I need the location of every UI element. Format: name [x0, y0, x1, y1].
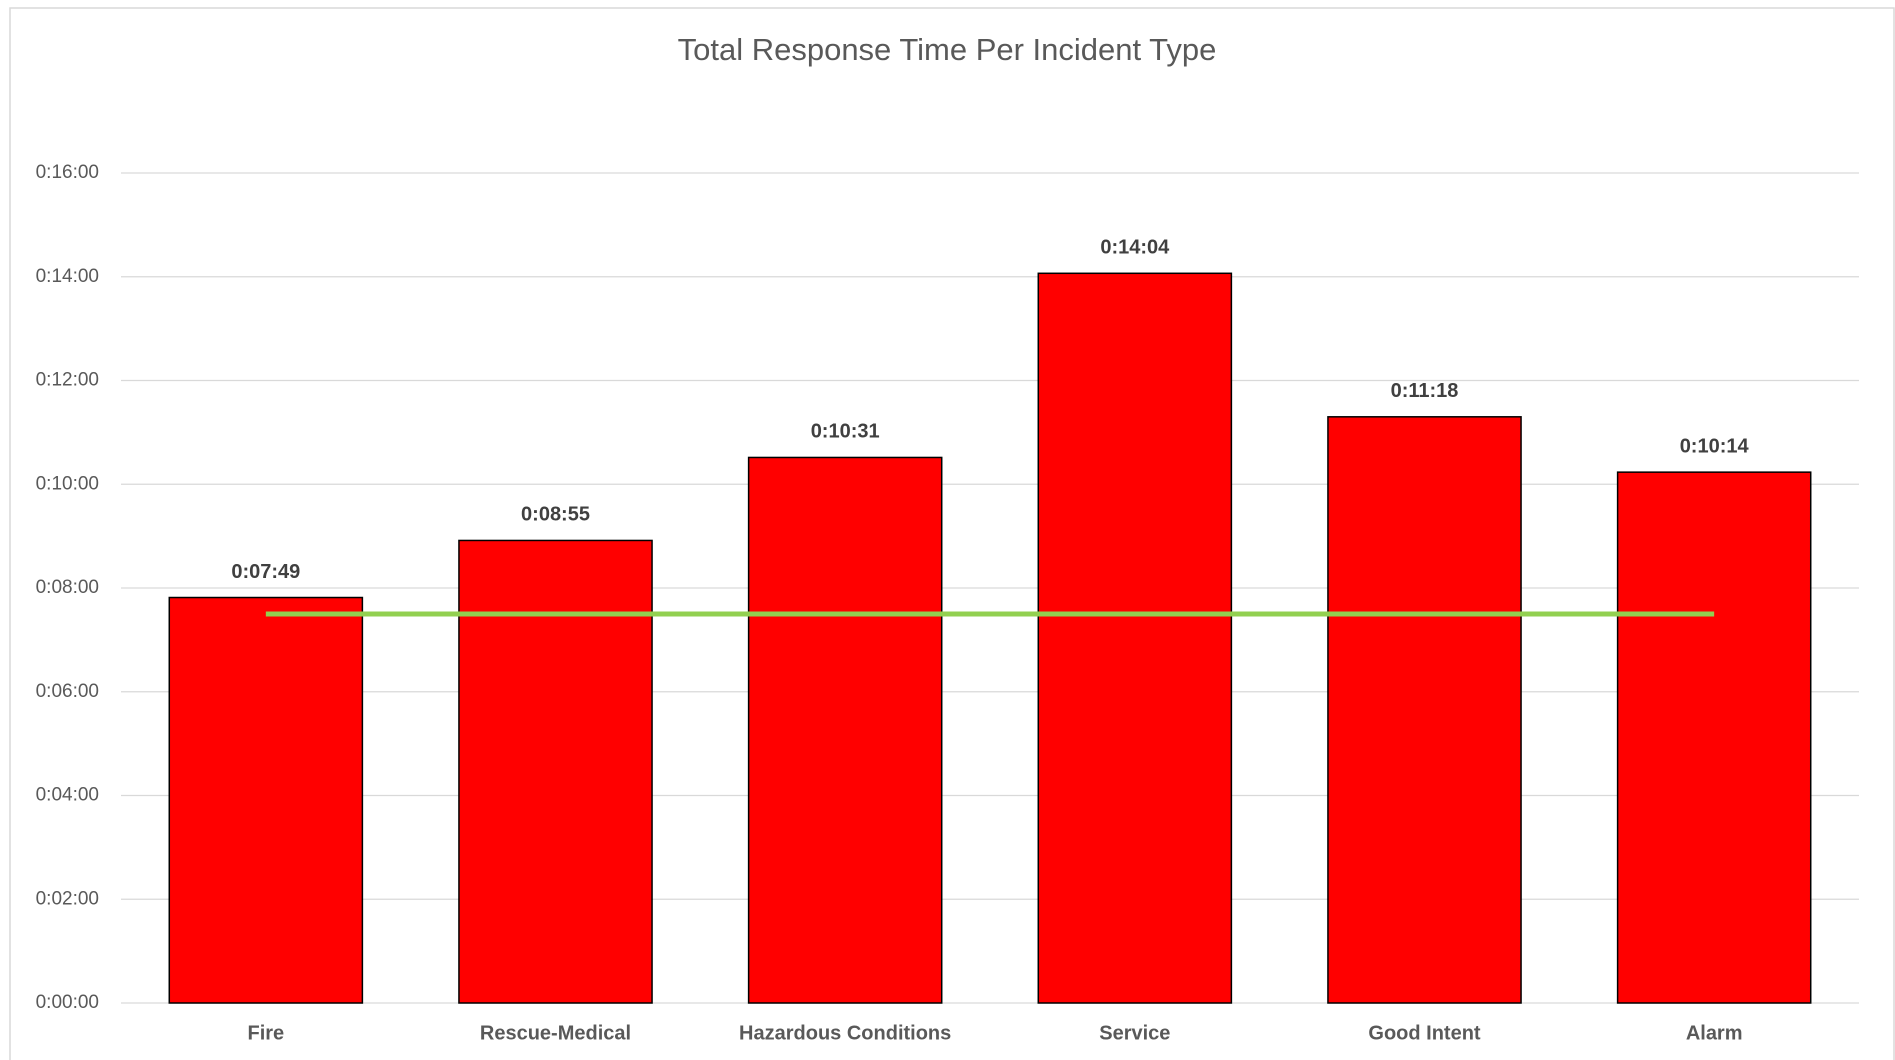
y-tick-label: 0:16:00: [36, 162, 99, 183]
data-label: 0:07:49: [231, 561, 300, 583]
x-tick-label: Good Intent: [1368, 1022, 1481, 1044]
bar: [458, 539, 653, 1004]
y-tick-label: 0:08:00: [36, 577, 99, 598]
y-tick-label: 0:14:00: [36, 266, 99, 287]
y-tick-label: 0:04:00: [36, 785, 99, 806]
y-tick-label: 0:00:00: [36, 992, 99, 1013]
data-label: 0:10:31: [811, 421, 880, 443]
data-label: 0:14:04: [1100, 237, 1170, 259]
x-tick-label: Alarm: [1686, 1022, 1743, 1044]
y-tick-label: 0:02:00: [36, 888, 99, 909]
y-tick-label: 0:10:00: [36, 473, 99, 494]
x-tick-label: Rescue-Medical: [480, 1022, 631, 1044]
bar: [1037, 272, 1233, 1004]
data-label: 0:11:18: [1391, 380, 1459, 402]
x-tick-label: Hazardous Conditions: [739, 1022, 951, 1044]
bar: [168, 596, 364, 1004]
x-tick-label: Service: [1099, 1022, 1170, 1044]
data-label: 0:08:55: [521, 504, 590, 526]
data-label: 0:10:14: [1680, 435, 1750, 457]
y-tick-label: 0:06:00: [36, 681, 99, 702]
y-tick-label: 0:12:00: [36, 370, 99, 391]
bar: [747, 456, 943, 1004]
x-tick-label: Fire: [247, 1022, 284, 1044]
chart-title: Total Response Time Per Incident Type: [678, 32, 1217, 67]
bar: [1616, 471, 1812, 1004]
bar: [1327, 416, 1522, 1004]
